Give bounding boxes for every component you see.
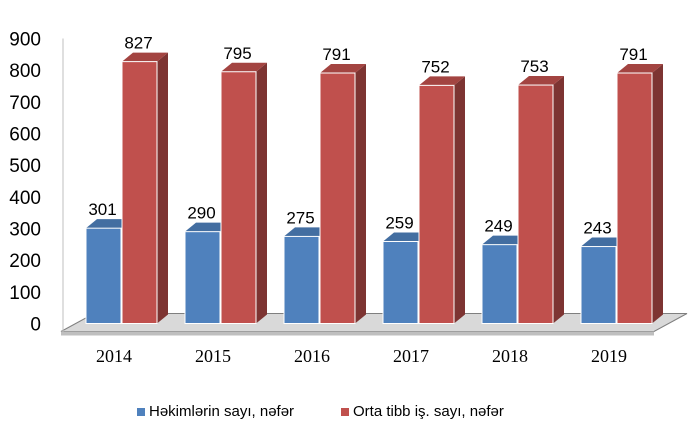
bar-front: [517, 84, 554, 324]
data-label: 795: [223, 44, 251, 63]
bar-top: [617, 64, 663, 74]
bar: [220, 62, 267, 324]
y-tick-label: 900: [9, 30, 41, 51]
x-axis: 2014 2015 2016 2017 2018 2019: [96, 346, 627, 366]
x-tick-label: 2019: [591, 346, 627, 366]
y-tick-label: 600: [9, 125, 41, 146]
bar: [319, 64, 366, 325]
bar-side: [256, 62, 267, 324]
x-tick-label: 2018: [492, 346, 528, 366]
bar-side: [355, 64, 366, 324]
bar-top: [122, 52, 168, 62]
bar: [418, 76, 465, 324]
legend-swatch: [341, 408, 349, 416]
bar-front: [319, 72, 356, 325]
legend-label: Orta tibb iş. sayı, nəfər: [353, 403, 504, 420]
bar-front: [85, 227, 122, 324]
bar-top: [86, 219, 132, 229]
bar-front: [481, 244, 518, 324]
legend-item: Orta tibb iş. sayı, nəfər: [341, 403, 504, 420]
legend: Həkimlərin sayı, nəfər Orta tibb iş. sayı…: [137, 403, 504, 420]
data-label: 753: [520, 57, 548, 76]
y-tick-label: 200: [9, 251, 41, 272]
bars: [85, 52, 663, 325]
bar-top: [185, 222, 231, 232]
bar-top: [383, 232, 429, 242]
data-label: 752: [421, 57, 449, 76]
y-tick-label: 700: [9, 93, 41, 114]
bar-front: [616, 72, 653, 325]
bar-top: [581, 237, 627, 247]
data-label: 827: [124, 34, 152, 53]
legend-item: Həkimlərin sayı, nəfər: [137, 403, 294, 420]
data-label: 249: [484, 217, 512, 236]
bar-front: [580, 246, 617, 324]
data-label: 243: [583, 219, 611, 238]
bar-front: [121, 61, 158, 324]
x-tick-label: 2015: [195, 346, 231, 366]
bar-top: [482, 235, 528, 245]
legend-label: Həkimlərin sayı, nəfər: [149, 403, 294, 420]
data-label: 301: [88, 200, 116, 219]
y-tick-label: 100: [9, 283, 41, 304]
bar-front: [283, 235, 320, 325]
y-tick-label: 0: [30, 315, 41, 336]
data-label: 791: [619, 45, 647, 64]
bar-side: [652, 64, 663, 324]
y-tick-label: 300: [9, 220, 41, 241]
data-label: 791: [322, 45, 350, 64]
bar-top: [518, 76, 564, 86]
bar-top: [284, 227, 330, 237]
bar-front: [418, 84, 455, 324]
data-label: 290: [187, 204, 215, 223]
bar-side: [454, 76, 465, 324]
x-tick-label: 2016: [294, 346, 330, 366]
y-tick-label: 800: [9, 61, 41, 82]
x-tick-label: 2014: [96, 346, 132, 366]
floor-edge: [61, 331, 654, 336]
data-labels: 301 827 290 795 275 791 259 752 249 753 243 791: [88, 34, 647, 238]
bar: [121, 52, 168, 324]
data-label: 275: [286, 208, 314, 227]
bar-side: [553, 76, 564, 324]
bar: [616, 64, 663, 325]
x-tick-label: 2017: [393, 346, 429, 366]
bar-side: [157, 52, 168, 324]
data-label: 259: [385, 213, 413, 232]
bar-front: [382, 240, 419, 325]
bar-top: [221, 62, 267, 72]
legend-swatch: [137, 408, 145, 416]
y-tick-label: 400: [9, 188, 41, 209]
bar-top: [419, 76, 465, 86]
y-tick-label: 500: [9, 156, 41, 177]
bar-front: [184, 231, 221, 325]
bar-top: [320, 64, 366, 74]
bar-front: [220, 71, 257, 324]
bar: [517, 76, 564, 324]
y-axis: 0 100 200 300 400 500 600 700 800 900: [9, 30, 64, 336]
